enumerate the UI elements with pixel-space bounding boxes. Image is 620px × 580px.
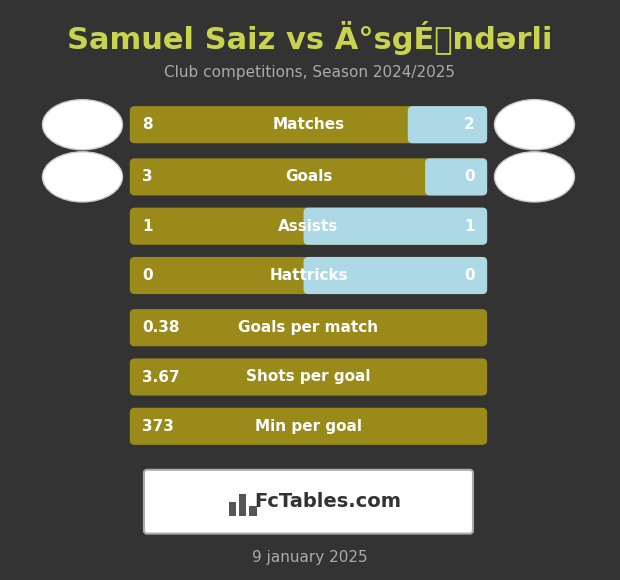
FancyBboxPatch shape	[130, 257, 487, 294]
FancyBboxPatch shape	[425, 158, 487, 195]
FancyBboxPatch shape	[144, 470, 473, 534]
FancyBboxPatch shape	[130, 208, 487, 245]
Text: 8: 8	[142, 117, 153, 132]
Text: 0: 0	[464, 268, 475, 283]
Ellipse shape	[495, 152, 575, 202]
Ellipse shape	[43, 152, 122, 202]
Text: Goals: Goals	[285, 169, 332, 184]
Text: Shots per goal: Shots per goal	[246, 369, 371, 385]
Text: 3: 3	[142, 169, 153, 184]
Text: Samuel Saiz vs Ä°sgÉndərli: Samuel Saiz vs Ä°sgÉndərli	[67, 21, 553, 55]
FancyBboxPatch shape	[130, 158, 487, 195]
Text: Min per goal: Min per goal	[255, 419, 362, 434]
Text: Club competitions, Season 2024/2025: Club competitions, Season 2024/2025	[164, 65, 456, 80]
Text: 9 january 2025: 9 january 2025	[252, 550, 368, 566]
FancyBboxPatch shape	[229, 502, 236, 516]
Text: 1: 1	[142, 219, 153, 234]
FancyBboxPatch shape	[130, 358, 487, 396]
FancyBboxPatch shape	[130, 106, 487, 143]
Text: 1: 1	[464, 219, 475, 234]
Text: Hattricks: Hattricks	[269, 268, 348, 283]
FancyBboxPatch shape	[304, 208, 487, 245]
FancyBboxPatch shape	[130, 408, 487, 445]
FancyBboxPatch shape	[130, 309, 487, 346]
Text: Matches: Matches	[272, 117, 345, 132]
Ellipse shape	[43, 100, 122, 150]
FancyBboxPatch shape	[239, 494, 246, 516]
FancyBboxPatch shape	[249, 506, 257, 516]
Text: 0.38: 0.38	[142, 320, 180, 335]
Text: 3.67: 3.67	[142, 369, 180, 385]
Text: Assists: Assists	[278, 219, 339, 234]
Text: 0: 0	[464, 169, 475, 184]
Text: 0: 0	[142, 268, 153, 283]
Text: Goals per match: Goals per match	[239, 320, 379, 335]
Ellipse shape	[495, 100, 575, 150]
FancyBboxPatch shape	[304, 257, 487, 294]
Text: 2: 2	[464, 117, 475, 132]
Text: FcTables.com: FcTables.com	[254, 492, 401, 511]
Text: 373: 373	[142, 419, 174, 434]
FancyBboxPatch shape	[408, 106, 487, 143]
